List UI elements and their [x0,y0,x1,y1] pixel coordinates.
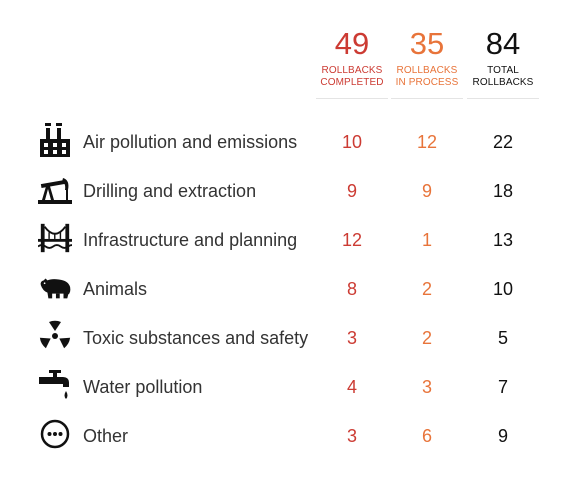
row-label: Other [83,426,129,446]
table-row: Water pollution 4 3 7 [0,368,578,408]
table-row: Other 3 6 9 [0,417,578,457]
table-row: Infrastructure and planning 12 1 13 [0,221,578,261]
row-label: Water pollution [83,377,203,397]
total-cell: 22 [492,132,514,152]
row-label: Animals [83,279,148,299]
completed-cell: 3 [346,328,357,348]
faucet-icon [38,368,72,402]
row-label: Infrastructure and planning [83,230,298,250]
in-process-cell: 12 [416,132,438,152]
bridge-icon [38,221,72,255]
column-divider [391,98,463,99]
completed-label-line2: COMPLETED [320,77,384,88]
column-divider [316,98,388,99]
table-row: Air pollution and emissions 10 12 22 [0,123,578,163]
total-column-header: 84 TOTAL ROLLBACKS [467,26,539,99]
total-label-line1: TOTAL [487,65,519,76]
completed-cell: 12 [341,230,363,250]
completed-cell: 4 [346,377,357,397]
in-process-total-value: 35 [409,26,445,61]
total-cell: 13 [492,230,514,250]
in-process-cell: 6 [421,426,432,446]
ellipsis-circle-icon [38,417,72,451]
total-cell: 10 [492,279,514,299]
in-process-label-line2: IN PROCESS [395,77,459,88]
total-cell: 5 [497,328,508,348]
in-process-cell: 2 [421,279,432,299]
in-process-cell: 1 [421,230,432,250]
in-process-cell: 9 [421,181,432,201]
in-process-cell: 3 [421,377,432,397]
completed-cell: 8 [346,279,357,299]
total-cell: 9 [497,426,508,446]
row-label: Air pollution and emissions [83,132,298,152]
completed-cell: 10 [341,132,363,152]
table-row: Animals 8 2 10 [0,270,578,310]
factory-icon [38,123,72,157]
total-rollbacks-value: 84 [485,26,521,61]
completed-column-header: 49 ROLLBACKS COMPLETED [316,26,388,99]
row-label: Toxic substances and safety [83,328,309,348]
column-divider [467,98,539,99]
completed-cell: 9 [346,181,357,201]
in-process-label-line1: ROLLBACKS [396,65,458,76]
total-cell: 7 [497,377,508,397]
bear-icon [38,270,72,304]
in-process-cell: 2 [421,328,432,348]
completed-cell: 3 [346,426,357,446]
row-label: Drilling and extraction [83,181,257,201]
oil-pump-icon [38,172,72,206]
total-label-line2: ROLLBACKS [472,77,534,88]
in-process-column-header: 35 ROLLBACKS IN PROCESS [391,26,463,99]
completed-total-value: 49 [334,26,370,61]
total-cell: 18 [492,181,514,201]
table-row: Drilling and extraction 9 9 18 [0,172,578,212]
table-row: Toxic substances and safety 3 2 5 [0,319,578,359]
radiation-icon [38,319,72,353]
completed-label-line1: ROLLBACKS [321,65,383,76]
